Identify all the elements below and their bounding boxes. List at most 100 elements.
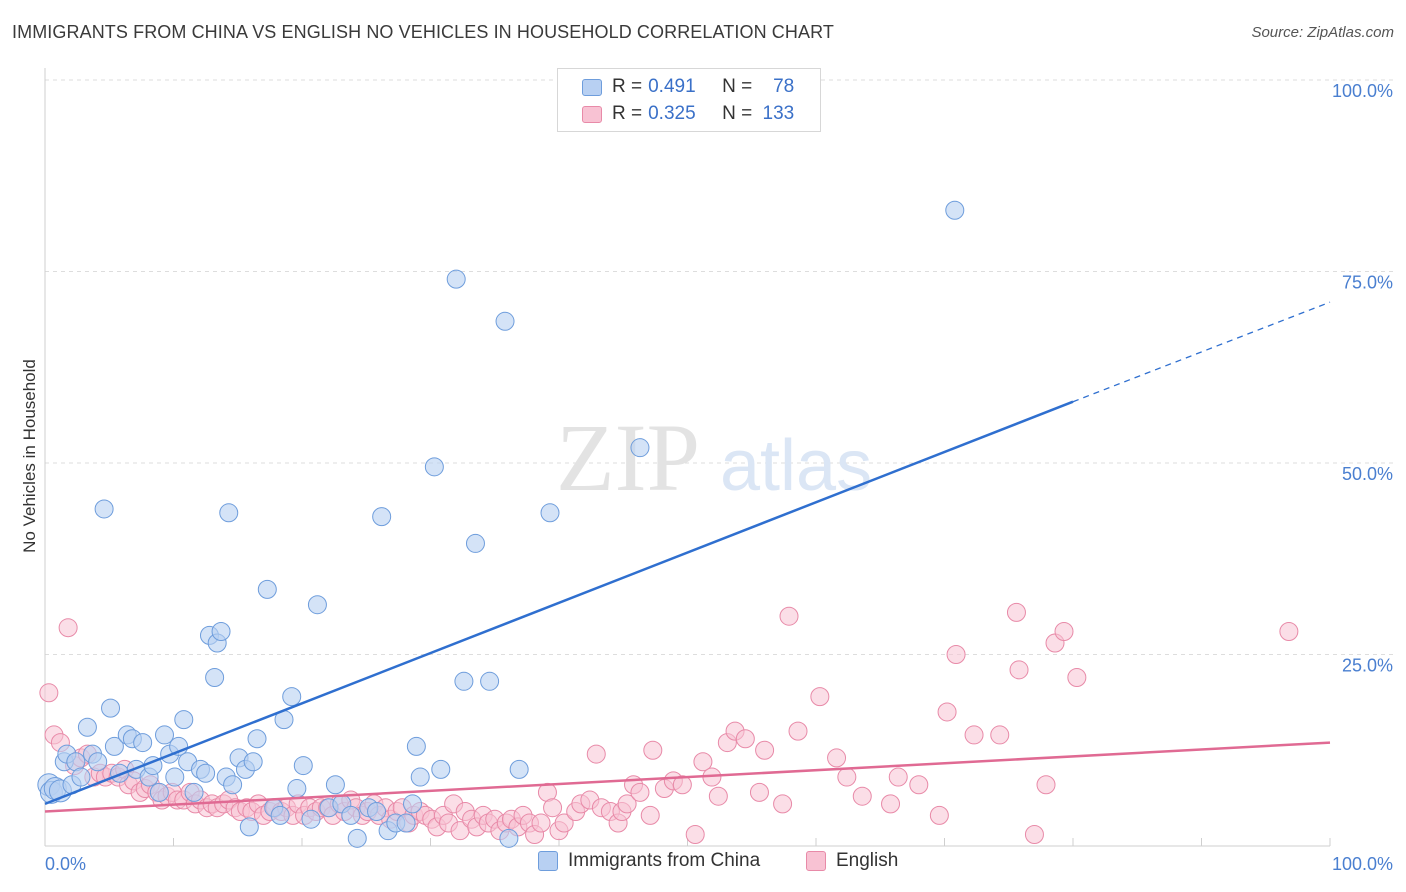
data-point-china: [540, 503, 560, 523]
blue-swatch-icon: [538, 851, 558, 871]
data-point-english: [827, 748, 847, 768]
data-point-english: [640, 805, 660, 825]
y-tick-label: 100.0%: [1332, 81, 1393, 101]
data-point-english: [810, 687, 830, 707]
data-point-china: [509, 759, 529, 779]
data-point-china: [205, 667, 225, 687]
legend-row-china: R = 0.491 N = 78: [582, 74, 794, 100]
data-point-english: [708, 786, 728, 806]
data-point-china: [325, 775, 345, 795]
data-point-china: [101, 698, 121, 718]
data-point-english: [990, 725, 1010, 745]
legend-n-value: 133: [762, 103, 795, 124]
data-point-china: [282, 687, 302, 707]
data-point-china: [480, 671, 500, 691]
data-point-english: [58, 618, 78, 638]
data-point-china: [196, 763, 216, 783]
data-point-china: [165, 767, 185, 787]
watermark-atlas: atlas: [720, 426, 872, 506]
data-point-english: [964, 725, 984, 745]
legend-r-label: R =: [612, 76, 643, 97]
y-tick-label: 75.0%: [1342, 273, 1393, 293]
data-point-china: [149, 782, 169, 802]
legend-n-label: N =: [722, 76, 753, 97]
data-point-english: [1054, 622, 1074, 642]
data-point-china: [223, 775, 243, 795]
data-point-english: [643, 740, 663, 760]
data-point-china: [174, 710, 194, 730]
data-point-china: [133, 733, 153, 753]
legend-label-china: Immigrants from China: [568, 850, 761, 871]
data-point-china: [77, 717, 97, 737]
data-point-china: [307, 595, 327, 615]
data-point-english: [39, 683, 59, 703]
data-point-english: [909, 775, 929, 795]
y-axis-label: No Vehicles in Household: [20, 359, 39, 553]
data-point-china: [446, 269, 466, 289]
data-point-english: [881, 794, 901, 814]
stats-legend: R = 0.491 N = 78 R = 0.325 N = 133: [557, 68, 821, 132]
trend-line-english: [44, 741, 1331, 813]
y-tick-label: 25.0%: [1342, 656, 1393, 676]
data-point-english: [755, 740, 775, 760]
data-point-english: [1067, 667, 1087, 687]
data-point-english: [693, 752, 713, 772]
x-tick-label: 0.0%: [45, 854, 86, 874]
data-point-china: [630, 438, 650, 458]
data-point-china: [431, 759, 451, 779]
data-point-china: [396, 813, 416, 833]
data-point-china: [155, 725, 175, 745]
data-point-china: [347, 828, 367, 848]
trend-line-china-extension: [1072, 301, 1331, 403]
data-point-english: [788, 721, 808, 741]
data-point-china: [424, 457, 444, 477]
data-point-china: [410, 767, 430, 787]
data-point-english: [929, 805, 949, 825]
y-tick-label: 50.0%: [1342, 464, 1393, 484]
data-point-english: [586, 744, 606, 764]
data-point-english: [779, 606, 799, 626]
data-point-english: [1006, 602, 1026, 622]
data-point-english: [617, 794, 637, 814]
data-point-china: [104, 736, 124, 756]
data-point-china: [270, 805, 290, 825]
data-point-english: [937, 702, 957, 722]
data-point-china: [243, 752, 263, 772]
source-label: Source: ZipAtlas.com: [1251, 24, 1394, 41]
data-point-china: [945, 200, 965, 220]
data-point-china: [219, 503, 239, 523]
data-point-china: [403, 794, 423, 814]
data-point-english: [1279, 622, 1299, 642]
data-point-china: [367, 802, 387, 822]
pink-swatch-icon: [582, 105, 602, 123]
data-point-china: [293, 756, 313, 776]
x-tick-label: 100.0%: [1332, 854, 1393, 874]
pink-swatch-icon: [806, 851, 826, 871]
data-point-english: [773, 794, 793, 814]
data-point-china: [184, 782, 204, 802]
legend-r-label: R =: [612, 103, 643, 124]
legend-r-value: 0.325: [648, 103, 696, 124]
series-legend: Immigrants from China English: [0, 850, 1406, 880]
legend-item-china[interactable]: Immigrants from China: [538, 850, 760, 872]
chart-title: IMMIGRANTS FROM CHINA VS ENGLISH NO VEHI…: [12, 22, 834, 42]
data-point-english: [852, 786, 872, 806]
data-point-china: [211, 622, 231, 642]
data-point-china: [495, 311, 515, 331]
watermark: ZIP atlas: [556, 404, 872, 511]
data-point-english: [672, 775, 692, 795]
legend-item-english[interactable]: English: [806, 850, 898, 872]
legend-label-english: English: [836, 850, 899, 871]
data-point-english: [531, 813, 551, 833]
data-point-english: [1036, 775, 1056, 795]
data-point-china: [257, 579, 277, 599]
data-point-china: [88, 752, 108, 772]
data-point-china: [94, 499, 114, 519]
data-point-english: [1024, 825, 1044, 845]
data-point-china: [341, 805, 361, 825]
data-point-china: [247, 729, 267, 749]
data-point-china: [465, 533, 485, 553]
trend-line-china: [44, 400, 1074, 806]
data-point-english: [685, 825, 705, 845]
